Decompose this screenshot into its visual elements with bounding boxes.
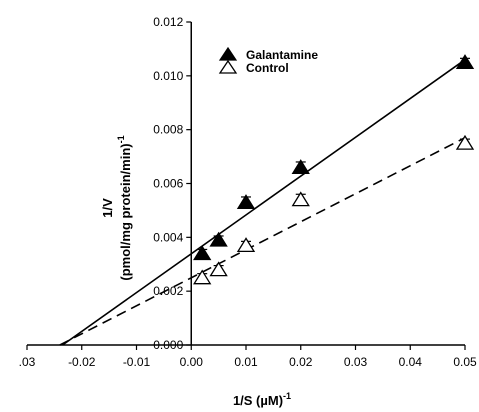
- y-tick-label: 0.008: [153, 123, 183, 137]
- x-tick-label: -0.01: [123, 355, 151, 369]
- fit-line-control: [59, 137, 466, 346]
- y-tick-label: 0.004: [153, 230, 183, 244]
- data-point-galantamine: [236, 194, 256, 209]
- data-point-control: [193, 269, 212, 285]
- data-point-galantamine: [455, 54, 475, 70]
- data-points: [193, 54, 475, 285]
- y-axis-label-line2: (pmol/mg protein/min)-1: [116, 135, 133, 280]
- x-tick-label: 0.05: [453, 355, 477, 369]
- data-point-control: [455, 134, 475, 150]
- y-tick-label: 0.006: [153, 177, 183, 191]
- x-tick-label: -0.02: [68, 355, 96, 369]
- legend-label-galantamine: Galantamine: [246, 48, 318, 62]
- fit-line-galantamine: [62, 59, 466, 346]
- x-tick-label: 0.04: [399, 355, 423, 369]
- y-tick-label: 0.012: [153, 15, 183, 29]
- data-point-galantamine: [209, 231, 228, 247]
- y-axis-label-line1: 1/V: [100, 198, 115, 218]
- data-point-galantamine: [291, 159, 310, 175]
- data-point-control: [291, 191, 310, 207]
- x-tick-label: .03: [19, 355, 36, 369]
- legend-marker-control: [218, 59, 238, 74]
- x-ticks: .03 -0.02 -0.01 0.00 0.01 0.02 0.03 0.04 0.05: [19, 345, 477, 369]
- legend: Galantamine Control: [218, 46, 318, 75]
- x-tick-label: 0.01: [234, 355, 258, 369]
- y-tick-label: 0.010: [153, 69, 183, 83]
- y-axis-title: 1/V (pmol/mg protein/min)-1: [100, 135, 133, 280]
- x-tick-label: 0.00: [180, 355, 204, 369]
- y-ticks: 0.000 0.002 0.004 0.006 0.008 0.010 0.012: [153, 15, 192, 352]
- data-point-galantamine: [193, 245, 212, 261]
- legend-marker-galantamine: [218, 46, 238, 61]
- y-tick-label: 0.000: [153, 338, 183, 352]
- data-point-control: [209, 261, 228, 277]
- legend-label-control: Control: [246, 61, 289, 75]
- y-tick-label: 0.002: [153, 284, 183, 298]
- x-axis-label: 1/S (µM)-1: [233, 391, 291, 408]
- x-tick-label: 0.02: [289, 355, 313, 369]
- data-point-control: [236, 237, 256, 253]
- fit-lines: [59, 59, 466, 346]
- x-tick-label: 0.03: [344, 355, 368, 369]
